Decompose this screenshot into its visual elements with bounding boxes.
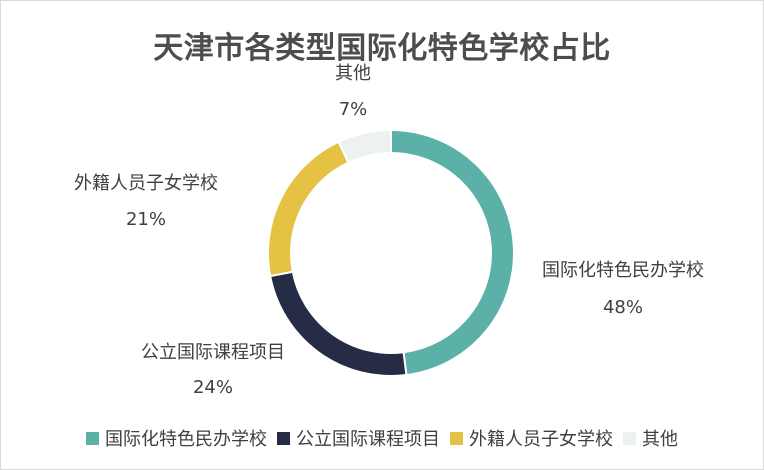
- legend-swatch: [277, 431, 290, 445]
- donut-slice: [390, 128, 515, 377]
- legend-item: 国际化特色民办学校: [86, 425, 267, 451]
- legend-swatch: [623, 431, 636, 445]
- legend: 国际化特色民办学校 公立国际课程项目 外籍人员子女学校 其他: [1, 425, 763, 451]
- slice-category-label: 其他: [335, 63, 371, 84]
- legend-swatch: [450, 431, 463, 445]
- donut-slice: [267, 140, 350, 278]
- legend-item: 其他: [623, 425, 678, 451]
- donut-chart: 国际化特色民办学校 48% 公立国际课程项目 24% 外籍人员子女学校 21% 其他 7%: [74, 63, 704, 398]
- legend-item: 公立国际课程项目: [277, 425, 440, 451]
- data-labels: 国际化特色民办学校 48% 公立国际课程项目 24% 外籍人员子女学校 21% 其他 7%: [74, 63, 704, 398]
- donut-slice: [269, 270, 408, 377]
- legend-label: 国际化特色民办学校: [105, 429, 267, 450]
- donut-slices: [267, 128, 515, 377]
- slice-value-label: 24%: [193, 377, 233, 398]
- legend-swatch: [86, 431, 99, 445]
- legend-label: 其他: [642, 429, 678, 450]
- legend-label: 外籍人员子女学校: [469, 429, 613, 450]
- slice-value-label: 48%: [603, 297, 643, 318]
- donut-slice: [337, 128, 392, 164]
- slice-value-label: 7%: [339, 99, 368, 120]
- slice-category-label: 国际化特色民办学校: [542, 260, 704, 281]
- slice-value-label: 21%: [126, 209, 166, 230]
- chart-title: 天津市各类型国际化特色学校占比: [153, 31, 611, 66]
- legend-item: 外籍人员子女学校: [450, 425, 613, 451]
- slice-category-label: 外籍人员子女学校: [74, 173, 218, 194]
- slice-category-label: 公立国际课程项目: [141, 342, 285, 363]
- legend-label: 公立国际课程项目: [296, 429, 440, 450]
